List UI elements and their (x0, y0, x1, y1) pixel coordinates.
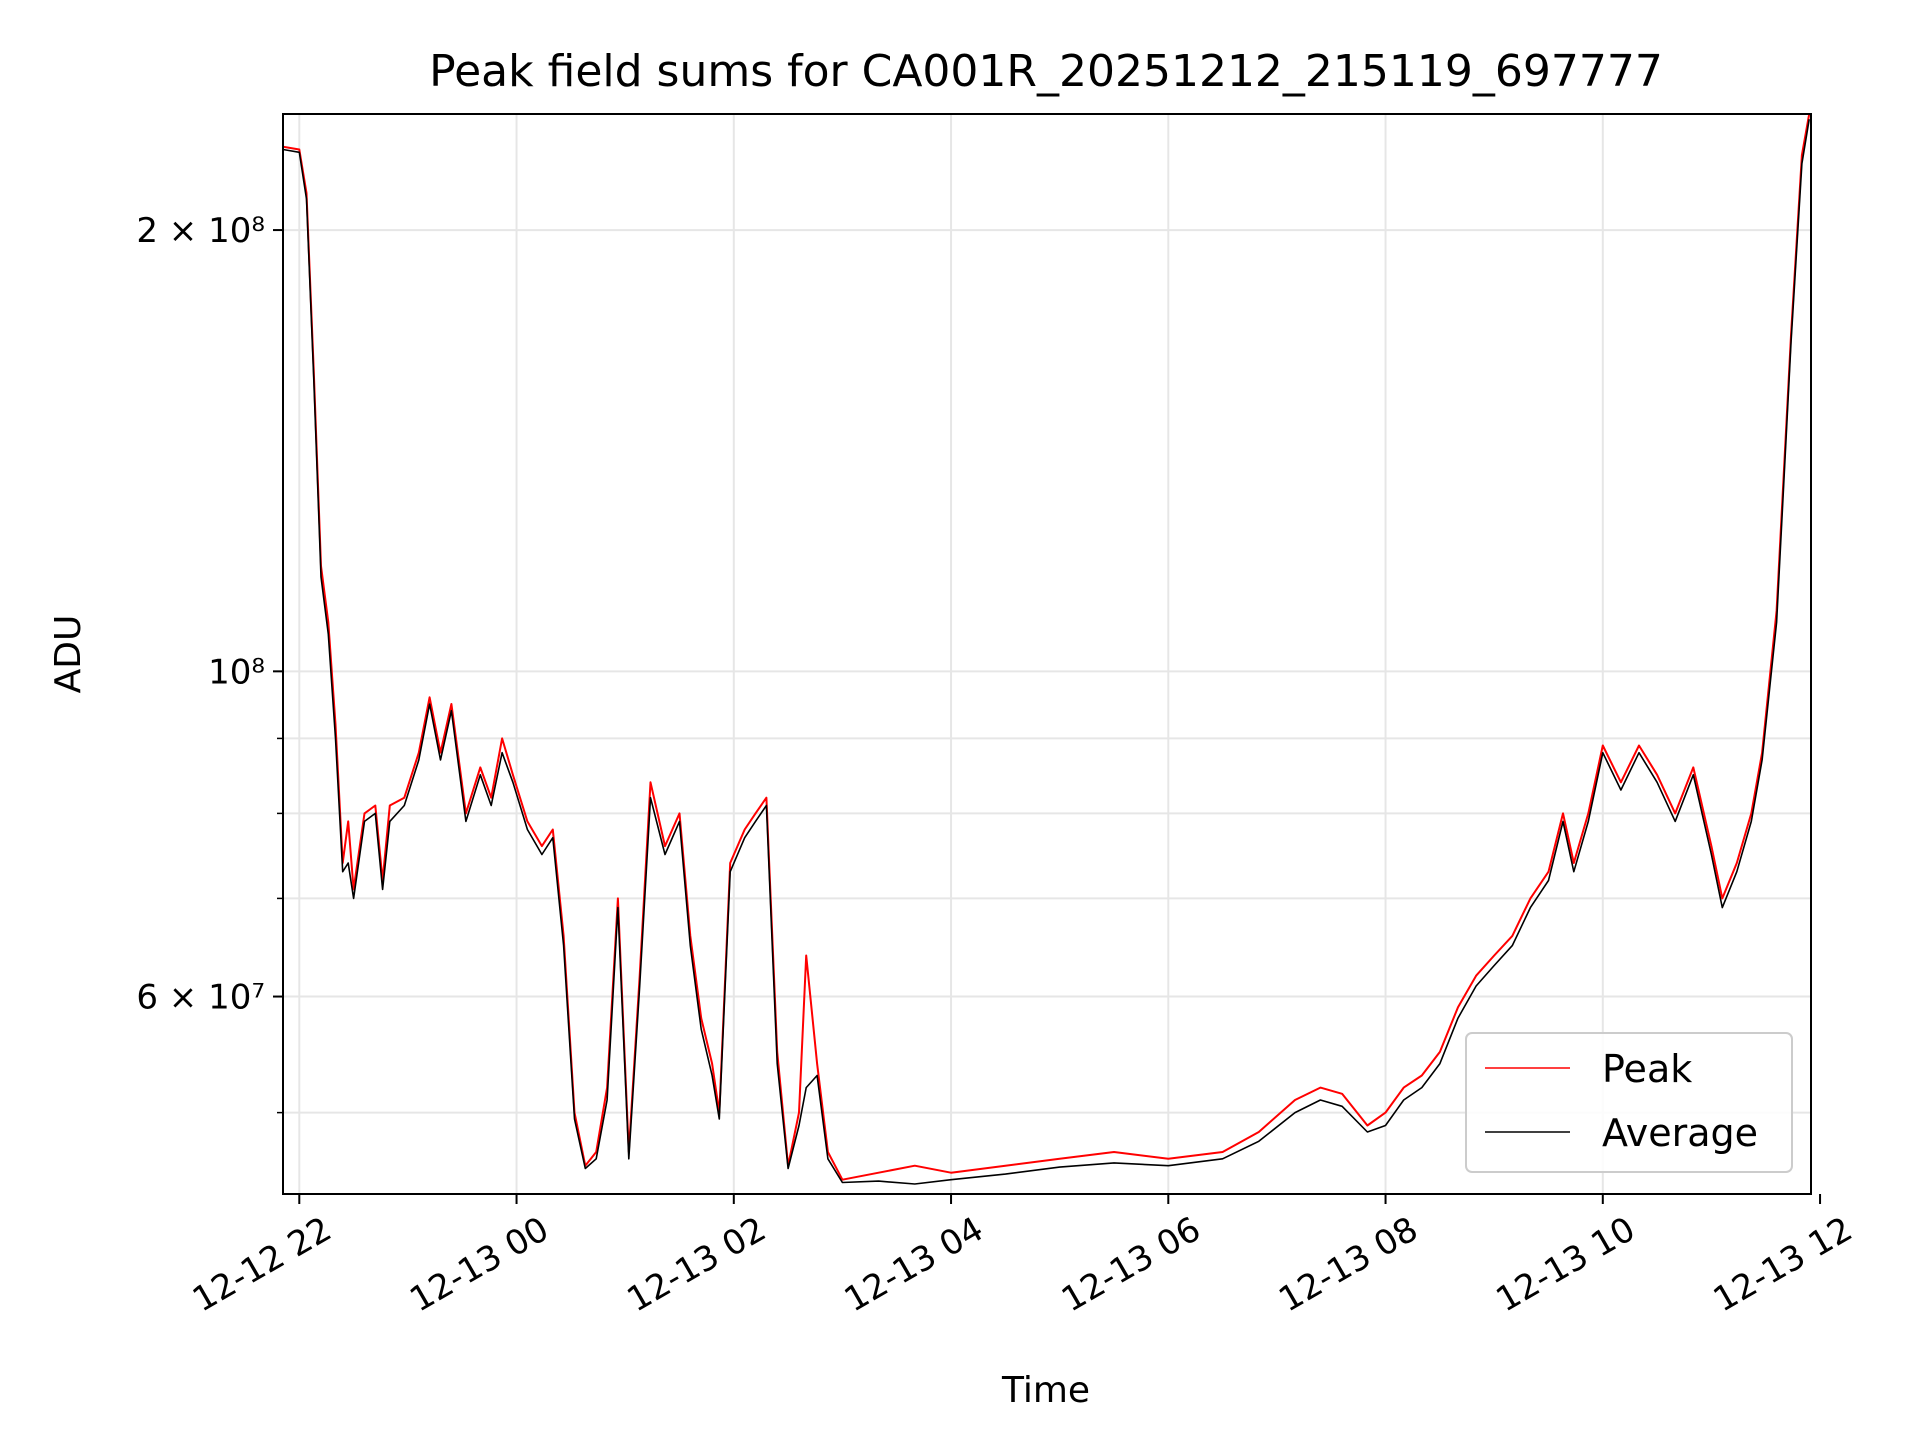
plot-frame (282, 113, 1812, 1195)
legend-label-peak: Peak (1602, 1047, 1692, 1091)
series-layer (283, 114, 1811, 1185)
x-axis-label: Time (1001, 1370, 1090, 1411)
y-tick-label: 10⁸ (208, 652, 265, 692)
y-tick-label: 6 × 10⁷ (136, 978, 265, 1018)
y-tick-label: 2 × 10⁸ (136, 211, 265, 251)
legend-label-average: Average (1602, 1111, 1758, 1155)
series-line-average (283, 119, 1810, 1185)
chart-title: Peak field sums for CA001R_20251212_2151… (429, 46, 1663, 97)
y-axis-label: ADU (48, 615, 89, 694)
legend: Peak Average (1465, 1032, 1793, 1173)
